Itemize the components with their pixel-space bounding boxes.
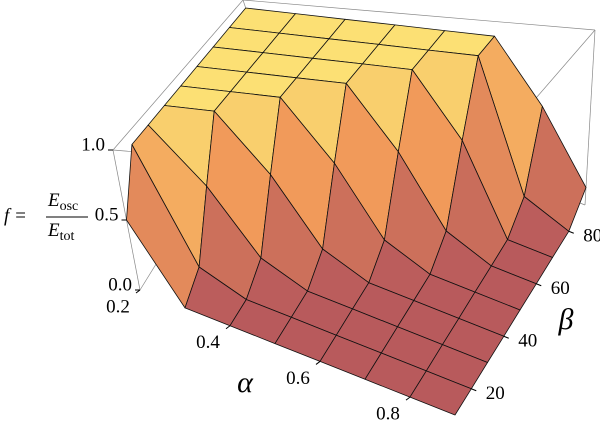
- x-tick: [405, 396, 411, 401]
- y-tick-label: 20: [486, 383, 505, 404]
- x-tick: [315, 361, 321, 365]
- z-tick-label: 1.0: [81, 134, 105, 155]
- y-tick-label: 80: [583, 226, 600, 247]
- z-label-prefix: f =: [4, 205, 27, 226]
- z-tick-label: 0.5: [95, 204, 119, 225]
- x-axis-label: α: [237, 366, 254, 399]
- z-label-num-sub: osc: [60, 199, 79, 214]
- z-label-denominator: Etot: [47, 220, 74, 244]
- z-tick-label: 0.0: [108, 274, 132, 295]
- x-tick-label: 0.6: [286, 368, 310, 389]
- z-label-den-main: E: [47, 220, 60, 241]
- box-edge: [242, 0, 596, 31]
- x-tick-label: 0.2: [106, 296, 130, 317]
- y-tick-label: 60: [551, 278, 570, 299]
- y-tick: [536, 283, 542, 287]
- z-label-numerator: Eosc: [47, 190, 78, 214]
- z-axis-label: f = Eosc Etot: [4, 190, 88, 244]
- box-edge: [112, 0, 244, 151]
- y-tick: [471, 388, 477, 392]
- x-tick-label: 0.4: [196, 332, 220, 353]
- z-label-den-sub: tot: [60, 229, 75, 244]
- z-label-num-main: E: [47, 190, 60, 211]
- y-tick: [568, 230, 574, 234]
- y-tick: [503, 335, 509, 339]
- y-tick-label: 40: [518, 331, 537, 352]
- box-edge: [584, 29, 596, 206]
- x-tick-label: 0.8: [376, 404, 400, 425]
- x-tick: [225, 325, 231, 330]
- plot-area: [112, 0, 596, 416]
- y-axis-label: β: [558, 303, 574, 336]
